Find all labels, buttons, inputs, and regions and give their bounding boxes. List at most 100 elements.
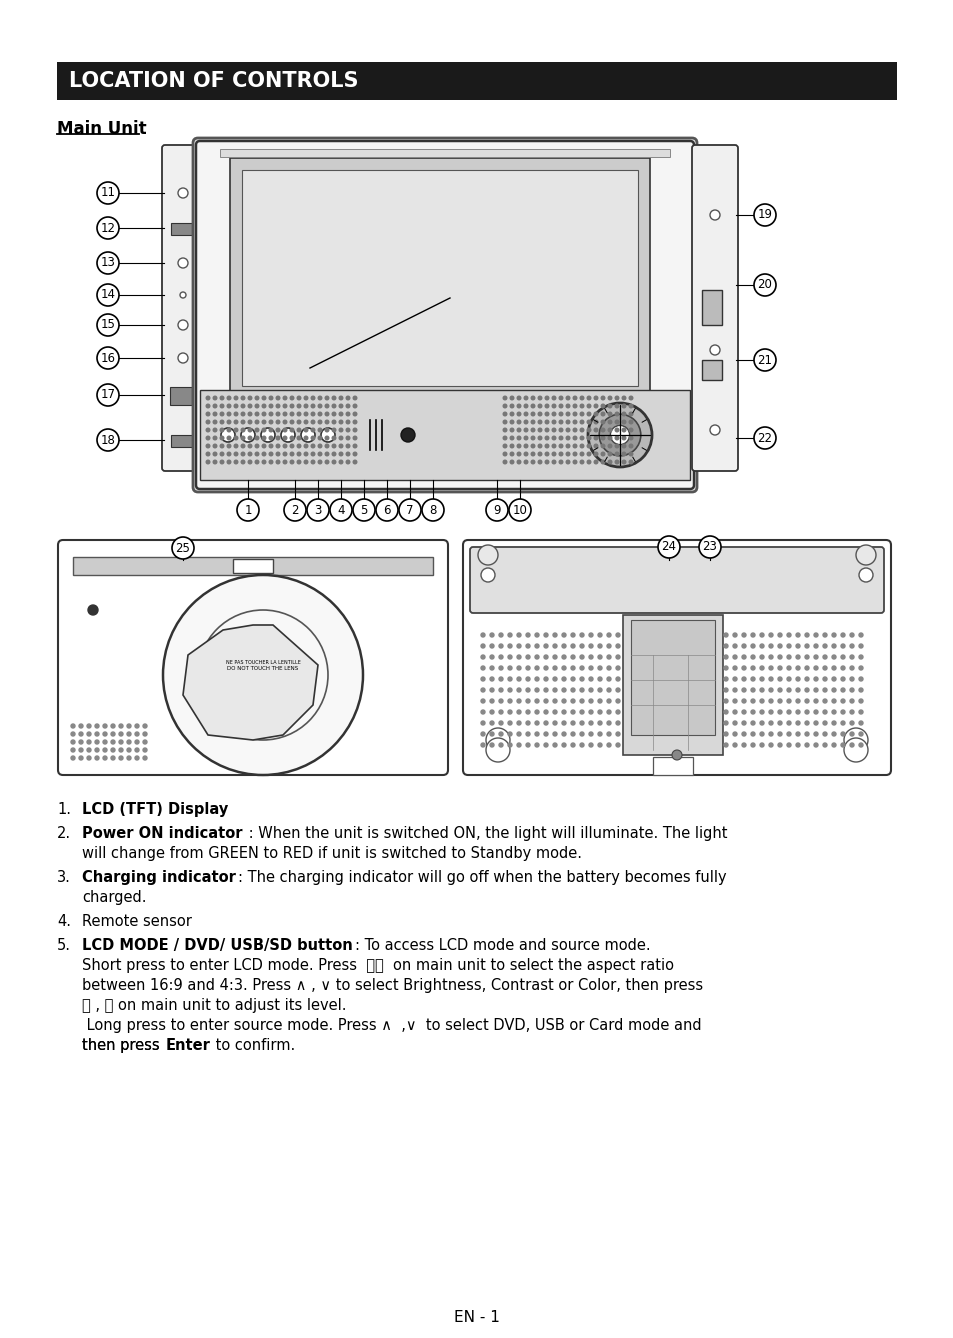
Text: 25: 25 bbox=[175, 542, 191, 554]
Circle shape bbox=[325, 436, 329, 440]
Circle shape bbox=[233, 420, 237, 424]
Circle shape bbox=[723, 688, 727, 692]
Circle shape bbox=[795, 644, 800, 648]
Circle shape bbox=[598, 677, 601, 681]
Circle shape bbox=[858, 644, 862, 648]
Circle shape bbox=[220, 420, 224, 424]
Circle shape bbox=[535, 688, 538, 692]
Circle shape bbox=[732, 732, 737, 736]
Circle shape bbox=[579, 460, 583, 464]
Text: charged.: charged. bbox=[82, 890, 147, 904]
Text: 16: 16 bbox=[100, 352, 115, 364]
Circle shape bbox=[531, 420, 535, 424]
Text: LCD MODE / DVD/ USB/SD button: LCD MODE / DVD/ USB/SD button bbox=[82, 938, 353, 953]
Circle shape bbox=[227, 428, 231, 432]
Circle shape bbox=[552, 460, 556, 464]
Circle shape bbox=[579, 396, 583, 400]
Circle shape bbox=[213, 412, 216, 416]
Circle shape bbox=[804, 644, 808, 648]
Circle shape bbox=[262, 404, 266, 408]
Circle shape bbox=[346, 436, 350, 440]
Circle shape bbox=[573, 436, 577, 440]
Circle shape bbox=[213, 428, 216, 432]
Circle shape bbox=[822, 644, 826, 648]
Circle shape bbox=[262, 396, 266, 400]
Circle shape bbox=[339, 460, 342, 464]
Text: 12: 12 bbox=[100, 222, 115, 234]
Circle shape bbox=[600, 460, 604, 464]
Circle shape bbox=[579, 436, 583, 440]
Circle shape bbox=[841, 644, 844, 648]
Circle shape bbox=[561, 656, 565, 660]
Circle shape bbox=[573, 428, 577, 432]
Circle shape bbox=[276, 404, 279, 408]
Bar bbox=[622, 615, 722, 755]
Circle shape bbox=[283, 412, 287, 416]
Circle shape bbox=[95, 740, 99, 744]
Circle shape bbox=[849, 677, 853, 681]
Circle shape bbox=[304, 436, 308, 440]
Circle shape bbox=[339, 412, 342, 416]
Circle shape bbox=[269, 452, 273, 456]
Circle shape bbox=[498, 633, 502, 637]
Circle shape bbox=[671, 751, 681, 760]
Circle shape bbox=[490, 732, 494, 736]
Circle shape bbox=[588, 732, 593, 736]
Circle shape bbox=[573, 452, 577, 456]
Circle shape bbox=[732, 633, 737, 637]
Circle shape bbox=[561, 677, 565, 681]
Circle shape bbox=[332, 460, 335, 464]
Circle shape bbox=[561, 644, 565, 648]
Circle shape bbox=[525, 633, 530, 637]
Circle shape bbox=[600, 420, 604, 424]
Circle shape bbox=[318, 460, 321, 464]
Circle shape bbox=[543, 688, 547, 692]
Circle shape bbox=[480, 644, 484, 648]
Circle shape bbox=[490, 721, 494, 725]
Text: : To access LCD mode and source mode.: : To access LCD mode and source mode. bbox=[355, 938, 650, 953]
Circle shape bbox=[537, 452, 541, 456]
Circle shape bbox=[841, 666, 844, 670]
Circle shape bbox=[525, 710, 530, 714]
Circle shape bbox=[95, 732, 99, 736]
Circle shape bbox=[103, 756, 107, 760]
Circle shape bbox=[753, 349, 775, 371]
Circle shape bbox=[750, 677, 754, 681]
Circle shape bbox=[786, 721, 790, 725]
Circle shape bbox=[778, 710, 781, 714]
Circle shape bbox=[276, 460, 279, 464]
Circle shape bbox=[531, 412, 535, 416]
Circle shape bbox=[283, 452, 287, 456]
Circle shape bbox=[255, 420, 258, 424]
Text: EN - 1: EN - 1 bbox=[454, 1310, 499, 1325]
Circle shape bbox=[517, 404, 520, 408]
Circle shape bbox=[304, 396, 308, 400]
Circle shape bbox=[841, 677, 844, 681]
Circle shape bbox=[353, 436, 356, 440]
Circle shape bbox=[537, 396, 541, 400]
Circle shape bbox=[621, 396, 625, 400]
Circle shape bbox=[608, 452, 611, 456]
Circle shape bbox=[778, 677, 781, 681]
Circle shape bbox=[206, 460, 210, 464]
Circle shape bbox=[304, 412, 308, 416]
Circle shape bbox=[206, 452, 210, 456]
Circle shape bbox=[858, 743, 862, 747]
Circle shape bbox=[304, 460, 308, 464]
Circle shape bbox=[750, 656, 754, 660]
Circle shape bbox=[629, 436, 632, 440]
Circle shape bbox=[723, 698, 727, 702]
Circle shape bbox=[320, 428, 335, 442]
Bar bbox=[200, 389, 689, 480]
Circle shape bbox=[615, 420, 618, 424]
Bar bbox=[218, 660, 308, 678]
Circle shape bbox=[768, 644, 772, 648]
Circle shape bbox=[283, 460, 287, 464]
Circle shape bbox=[517, 444, 520, 448]
FancyBboxPatch shape bbox=[470, 547, 883, 613]
Circle shape bbox=[606, 710, 610, 714]
Circle shape bbox=[339, 436, 342, 440]
Circle shape bbox=[206, 428, 210, 432]
FancyBboxPatch shape bbox=[162, 145, 203, 471]
Circle shape bbox=[330, 499, 352, 520]
